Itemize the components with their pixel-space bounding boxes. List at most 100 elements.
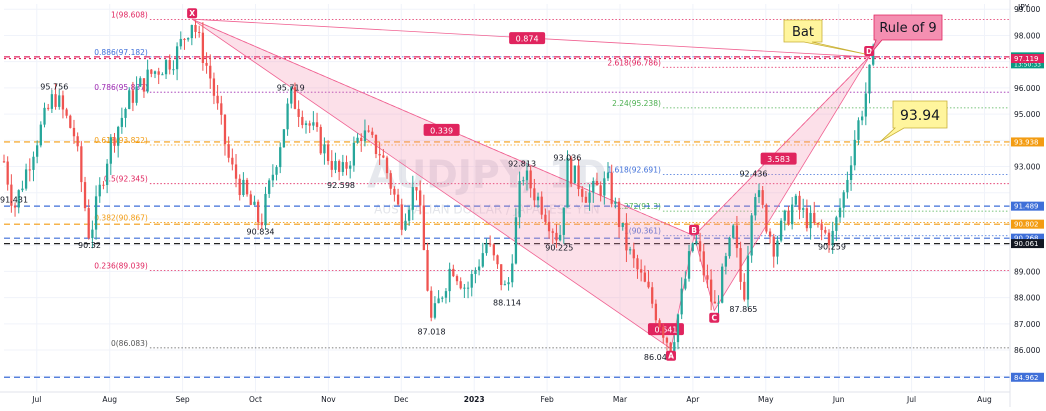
candle-body — [275, 167, 278, 175]
candle-body — [466, 287, 470, 289]
candle-body — [709, 279, 713, 302]
fib-label: 0.786(95.837) — [94, 83, 148, 92]
candle-body — [617, 201, 621, 227]
candle-body — [459, 281, 462, 289]
candle-body — [853, 139, 856, 166]
candle-body — [798, 195, 801, 210]
swing-label: 87.865 — [729, 305, 757, 314]
candle-body — [581, 189, 584, 197]
y-tick-label: 89.000 — [1014, 267, 1040, 276]
y-tick-label: 95.000 — [1014, 110, 1040, 119]
candle-body — [50, 94, 54, 109]
ratio-label: 0.339 — [430, 126, 453, 135]
candle-body — [437, 298, 440, 304]
candle-body — [39, 124, 42, 146]
candle-body — [809, 212, 812, 229]
price-label: 90.802 — [1014, 221, 1039, 229]
candle-body — [43, 107, 46, 125]
candle-body — [21, 188, 24, 191]
candle-body — [717, 302, 720, 304]
callout-bat-text: Bat — [792, 25, 814, 40]
candle-body — [209, 65, 212, 79]
price-label-bg — [1011, 137, 1044, 147]
candle-body — [514, 217, 518, 264]
candle-body — [687, 251, 691, 279]
candle-body — [588, 192, 591, 203]
candle-body — [205, 62, 208, 66]
candle-body — [728, 237, 731, 257]
candle-body — [2, 161, 6, 163]
candle-body — [816, 222, 820, 224]
candle-body — [706, 275, 709, 280]
candle-body — [765, 204, 768, 232]
fib-label: 0.382(90.867) — [94, 213, 148, 222]
candle-body — [330, 161, 333, 170]
candle-body — [338, 161, 341, 172]
candle-body — [98, 184, 101, 197]
candle-body — [846, 179, 849, 193]
ratio-label-bg — [647, 323, 684, 336]
swing-label: 92.598 — [327, 181, 355, 190]
x-tick-label: Sep — [176, 395, 190, 404]
fib-label: 1.618(92.691) — [607, 166, 661, 175]
candle-body — [198, 31, 201, 33]
candle-body — [835, 217, 838, 231]
point-label: A — [668, 352, 674, 361]
point-label: D — [866, 47, 872, 56]
swing-label: 88.114 — [493, 299, 521, 308]
candle-body — [356, 137, 359, 143]
callout-rule9-text: Rule of 9 — [879, 21, 936, 36]
candle-body — [83, 182, 87, 209]
candle-body — [69, 115, 72, 128]
candle-body — [334, 161, 337, 170]
candle-body — [448, 268, 451, 292]
candle-body — [411, 187, 414, 210]
candle-body — [290, 87, 293, 104]
swing-label: 95.719 — [277, 83, 305, 92]
point-marker — [187, 8, 198, 19]
candle-body — [746, 255, 750, 300]
candle-body — [304, 123, 308, 126]
candle-body — [595, 181, 599, 186]
candle-body — [525, 170, 529, 181]
fib-label: 2.24(95.238) — [612, 99, 661, 108]
candle-body — [47, 107, 50, 109]
candle-body — [562, 207, 565, 235]
candle-body — [194, 24, 197, 32]
x-tick-label: Jul — [31, 395, 41, 404]
price-label: 93.938 — [1014, 138, 1039, 146]
candle-body — [658, 320, 661, 328]
point-label: C — [711, 314, 717, 323]
x-tick-label: Aug — [102, 395, 117, 404]
candle-body — [735, 225, 739, 249]
candle-body — [477, 266, 481, 271]
candle-body — [419, 190, 422, 206]
candle-body — [776, 240, 779, 257]
x-tick-label: May — [758, 395, 774, 404]
candle-body — [393, 188, 396, 195]
candle-body — [91, 229, 94, 239]
candle-body — [80, 146, 83, 183]
price-label: 90.268 — [1014, 235, 1039, 243]
candle-body — [120, 117, 123, 127]
candle-body — [713, 301, 716, 304]
candle-body — [625, 222, 628, 251]
candle-body — [415, 187, 418, 191]
candle-body — [190, 24, 193, 39]
candle-body — [161, 74, 164, 76]
candle-body — [691, 243, 694, 252]
candle-body — [360, 137, 363, 142]
candle-body — [632, 249, 635, 259]
price-label-bg — [1011, 219, 1044, 229]
candle-body — [212, 78, 216, 96]
fib-label: 0(86.083) — [111, 339, 148, 348]
candle-body — [227, 144, 230, 158]
candle-body — [249, 194, 252, 205]
y-tick-label: 87.000 — [1014, 320, 1040, 329]
candle-body — [533, 188, 536, 201]
candle-body — [507, 282, 510, 285]
candle-body — [676, 314, 680, 343]
fib-label: 0.886(97.182) — [94, 48, 148, 57]
